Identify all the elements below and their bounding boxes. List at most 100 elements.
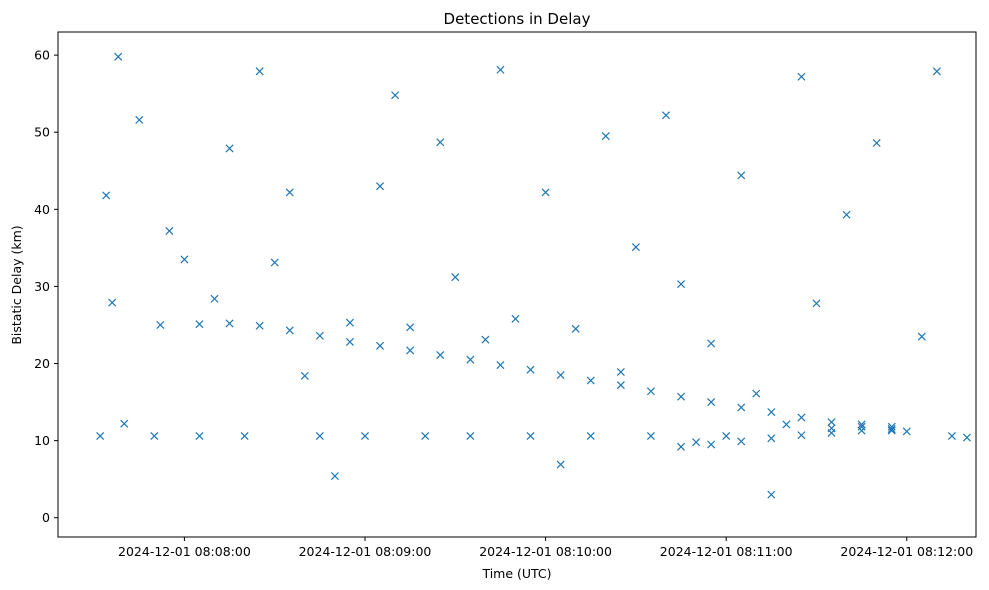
data-point xyxy=(315,331,324,340)
data-point xyxy=(150,431,159,441)
data-point xyxy=(376,182,385,191)
plot-area-frame xyxy=(57,31,977,538)
data-point xyxy=(120,419,129,428)
data-point xyxy=(646,387,655,396)
data-point xyxy=(135,115,144,124)
data-point xyxy=(707,398,716,407)
data-point xyxy=(451,273,460,282)
data-point xyxy=(481,335,490,344)
data-point xyxy=(376,341,385,350)
data-point xyxy=(496,361,505,370)
data-point xyxy=(165,226,174,235)
x-tick-label: 2024-12-01 08:10:00 xyxy=(479,544,612,559)
data-point xyxy=(962,433,971,442)
y-axis-label: Bistatic Delay (km) xyxy=(9,225,24,344)
data-point xyxy=(108,298,117,307)
data-point xyxy=(857,426,866,435)
chart-title: Detections in Delay xyxy=(444,10,591,28)
y-tick-label: 20 xyxy=(34,356,50,371)
data-point xyxy=(932,67,941,76)
data-point xyxy=(767,434,776,443)
data-point xyxy=(767,408,776,417)
data-point xyxy=(947,431,956,441)
data-point xyxy=(541,188,550,197)
data-point xyxy=(330,472,339,481)
data-point xyxy=(315,431,324,441)
data-point xyxy=(156,320,165,330)
data-point xyxy=(225,319,234,328)
y-tick-label: 10 xyxy=(34,433,50,448)
data-point xyxy=(586,431,595,441)
x-axis-ticks: 2024-12-01 08:08:00 2024-12-01 08:09:00 20… xyxy=(118,537,973,559)
x-tick-label: 2024-12-01 08:08:00 xyxy=(118,544,251,559)
data-point xyxy=(902,427,911,436)
data-point xyxy=(406,323,415,332)
x-tick-label: 2024-12-01 08:11:00 xyxy=(660,544,793,559)
y-tick-label: 0 xyxy=(42,510,50,525)
data-point xyxy=(917,332,926,341)
data-point xyxy=(857,422,866,431)
data-point xyxy=(436,351,445,360)
data-point xyxy=(887,426,896,435)
data-point xyxy=(526,431,535,441)
data-point xyxy=(496,65,505,74)
data-point xyxy=(571,324,580,333)
data-point xyxy=(752,389,761,398)
data-point xyxy=(722,431,731,441)
data-point xyxy=(812,299,821,308)
data-point xyxy=(210,294,219,303)
data-point xyxy=(737,403,746,412)
data-point xyxy=(887,422,896,431)
data-point xyxy=(466,355,475,364)
data-point xyxy=(225,144,234,153)
data-point xyxy=(661,111,671,120)
data-point xyxy=(646,431,655,441)
data-point xyxy=(556,371,565,380)
data-point xyxy=(102,191,111,200)
data-point xyxy=(797,72,806,81)
data-point xyxy=(466,431,475,441)
data-point xyxy=(345,337,354,346)
y-tick-label: 50 xyxy=(34,125,50,140)
data-point xyxy=(767,490,776,499)
data-point xyxy=(180,255,189,264)
x-tick-label: 2024-12-01 08:09:00 xyxy=(299,544,432,559)
data-point xyxy=(285,326,294,335)
data-point xyxy=(842,210,851,219)
data-point xyxy=(360,431,370,441)
data-point xyxy=(255,67,264,76)
data-point xyxy=(677,392,686,401)
data-point xyxy=(827,428,836,437)
data-point xyxy=(421,431,430,441)
data-point xyxy=(601,132,610,141)
data-point xyxy=(797,431,806,440)
data-point xyxy=(677,442,686,451)
x-axis-label: Time (UTC) xyxy=(481,566,551,581)
data-point xyxy=(391,91,400,100)
y-tick-label: 30 xyxy=(34,279,50,294)
data-point xyxy=(255,321,264,330)
data-point xyxy=(887,425,896,434)
x-tick-label: 2024-12-01 08:12:00 xyxy=(840,544,973,559)
data-point xyxy=(872,138,881,148)
data-point xyxy=(285,188,294,197)
data-point xyxy=(631,243,640,252)
data-point xyxy=(857,420,866,429)
y-tick-label: 60 xyxy=(34,48,50,63)
data-point xyxy=(436,138,445,147)
data-point xyxy=(195,320,204,329)
data-point xyxy=(526,365,535,374)
y-axis-ticks: 0 10 20 30 40 50 60 xyxy=(34,48,58,525)
data-point xyxy=(827,418,836,427)
data-point xyxy=(114,52,123,61)
data-point xyxy=(300,371,309,380)
data-point xyxy=(797,413,806,422)
data-point xyxy=(782,420,791,429)
data-point xyxy=(737,171,746,180)
data-point xyxy=(707,440,716,449)
data-point xyxy=(270,258,279,267)
data-point xyxy=(586,376,595,385)
data-point xyxy=(707,339,716,348)
